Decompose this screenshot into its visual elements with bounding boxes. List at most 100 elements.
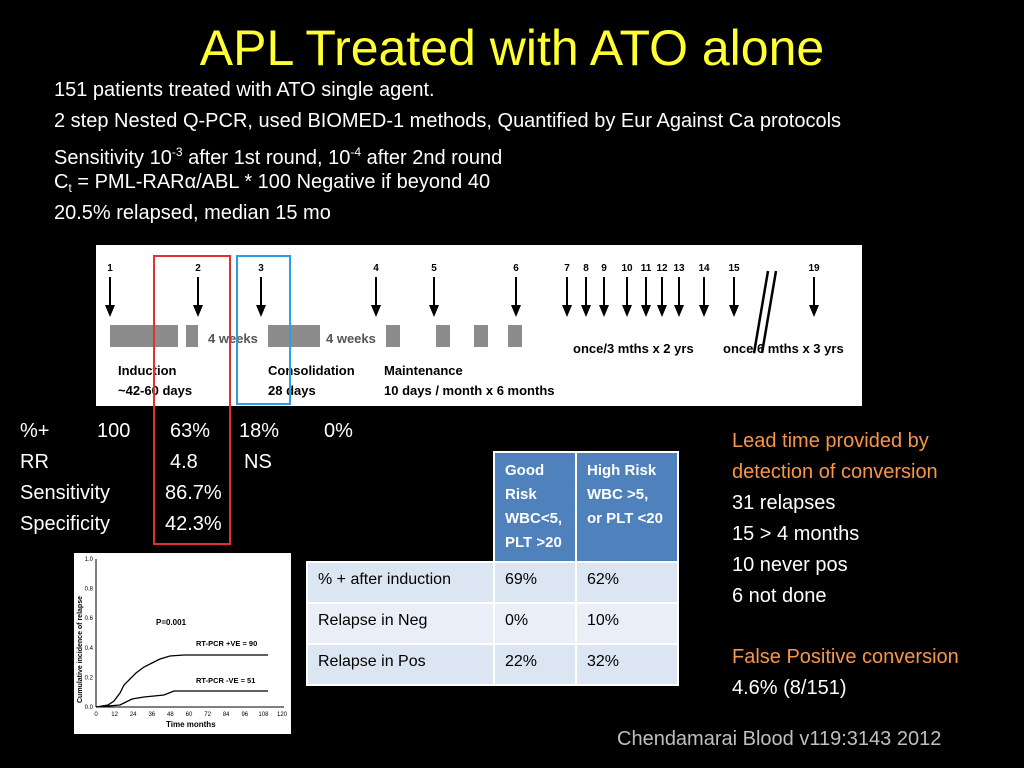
maint-bar-4 bbox=[508, 325, 522, 347]
phase-consolidation-days: 28 days bbox=[268, 383, 316, 398]
header-good-line: Risk bbox=[505, 486, 537, 503]
table-corner bbox=[306, 451, 495, 563]
stat-sensitivity-label: Sensitivity bbox=[20, 482, 111, 504]
timepoint-label: 12 bbox=[656, 263, 668, 274]
maint-bar-3 bbox=[474, 325, 488, 347]
ct-formula: = PML-RARα/ABL * 100 Negative if beyond … bbox=[71, 171, 491, 193]
relapses-count: 31 relapses bbox=[732, 492, 836, 514]
x-tick-label: 120 bbox=[277, 712, 288, 718]
row-high: 62% bbox=[575, 561, 679, 604]
arrow-head-icon bbox=[105, 305, 115, 317]
timepoint-label: 1 bbox=[107, 263, 113, 274]
x-axis-label: Time months bbox=[166, 720, 216, 729]
arrow-head-icon bbox=[674, 305, 684, 317]
timepoint-label: 14 bbox=[698, 263, 710, 274]
induction-bar bbox=[110, 325, 178, 347]
phase-maintenance-days: 10 days / month x 6 months bbox=[384, 383, 555, 398]
arrow-head-icon bbox=[699, 305, 709, 317]
arrow-head-icon bbox=[809, 305, 819, 317]
stat-specificity-value: 42.3% bbox=[165, 513, 222, 535]
header-good-line: Good bbox=[505, 462, 545, 479]
x-tick-label: 84 bbox=[223, 712, 230, 718]
arrow-head-icon bbox=[641, 305, 651, 317]
phase-maintenance-label: Maintenance bbox=[384, 363, 463, 378]
exponent-1: -3 bbox=[171, 145, 183, 159]
break-mark-1 bbox=[752, 270, 770, 354]
arrow-head-icon bbox=[562, 305, 572, 317]
highlight-box-blue bbox=[236, 255, 291, 405]
y-tick-label: 0.6 bbox=[85, 616, 94, 622]
citation: Chendamarai Blood v119:3143 2012 bbox=[617, 728, 942, 750]
arrow-head-icon bbox=[622, 305, 632, 317]
neg-curve bbox=[95, 690, 268, 708]
stat-pct-v4: 0% bbox=[324, 420, 353, 442]
row-good: 0% bbox=[493, 602, 577, 645]
p-value: P=0.001 bbox=[156, 618, 187, 627]
timepoint-label: 15 bbox=[728, 263, 740, 274]
arrow-head-icon bbox=[256, 305, 266, 317]
relapse-incidence-plot: 0.0 0.2 0.4 0.6 0.8 1.0 0 12 24 36 48 60 72 84 96 108 1… bbox=[74, 553, 291, 734]
table-row: % + after induction 69% 62% bbox=[306, 561, 679, 604]
header-good-line: WBC<5, bbox=[505, 510, 563, 527]
intro-line-5: 20.5% relapsed, median 15 mo bbox=[54, 202, 331, 224]
stat-sensitivity-value: 86.7% bbox=[165, 482, 222, 504]
maint-bar-2 bbox=[436, 325, 450, 347]
slide-title: APL Treated with ATO alone bbox=[199, 20, 825, 76]
table-row: Relapse in Pos 22% 32% bbox=[306, 643, 679, 686]
stat-rr-label: RR bbox=[20, 451, 49, 473]
sensitivity-text: Sensitivity 10 bbox=[54, 147, 172, 169]
timepoint-label: 9 bbox=[601, 263, 607, 274]
header-good-risk: Good Risk WBC<5, PLT >20 bbox=[493, 451, 577, 563]
maint-bar-1 bbox=[386, 325, 400, 347]
not-done: 6 not done bbox=[732, 585, 827, 607]
timepoint-label: 3 bbox=[258, 263, 264, 274]
arrow-head-icon bbox=[599, 305, 609, 317]
y-tick-label: 0.0 bbox=[85, 705, 94, 711]
header-good-line: PLT >20 bbox=[505, 534, 562, 551]
pos-curve-label: RT-PCR +VE = 90 bbox=[196, 639, 257, 648]
x-tick-label: 60 bbox=[186, 712, 193, 718]
sensitivity-text-3: after 2nd round bbox=[361, 147, 503, 169]
exponent-2: -4 bbox=[350, 145, 362, 159]
timepoint-label: 4 bbox=[373, 263, 379, 274]
stat-specificity-label: Specificity bbox=[20, 513, 111, 535]
header-high-line: or PLT <20 bbox=[587, 510, 663, 527]
y-axis-label: Cumulative incidence of relapse bbox=[77, 596, 84, 703]
ct-text: C bbox=[54, 171, 69, 193]
false-positive-title: False Positive conversion bbox=[732, 646, 959, 668]
arrow-head-icon bbox=[429, 305, 439, 317]
row-high: 10% bbox=[575, 602, 679, 645]
phase-induction-days: ~42-60 days bbox=[118, 383, 192, 398]
stat-rr-v1: 4.8 bbox=[170, 451, 198, 473]
row-good: 22% bbox=[493, 643, 577, 686]
header-high-line: WBC >5, bbox=[587, 486, 649, 503]
lead-time-line-1: Lead time provided by bbox=[732, 430, 929, 452]
intro-line-3: Sensitivity 10-3 after 1st round, 10-4 a… bbox=[54, 137, 502, 173]
stat-pct-label: %+ bbox=[20, 420, 50, 442]
timepoint-label: 8 bbox=[583, 263, 589, 274]
timepoint-label: 2 bbox=[195, 263, 201, 274]
x-tick-label: 12 bbox=[111, 712, 118, 718]
never-pos: 10 never pos bbox=[732, 554, 848, 576]
relapses-gt-4-months: 15 > 4 months bbox=[732, 523, 860, 545]
stat-pct-v3: 18% bbox=[239, 420, 280, 442]
y-tick-labels: 0.0 0.2 0.4 0.6 0.8 1.0 bbox=[85, 557, 94, 711]
row-label: % + after induction bbox=[306, 561, 495, 604]
stat-pct-v2: 63% bbox=[170, 420, 211, 442]
y-tick-label: 0.4 bbox=[85, 646, 94, 652]
timepoint-label: 10 bbox=[621, 263, 633, 274]
risk-table: Good Risk WBC<5, PLT >20 High Risk WBC >… bbox=[306, 451, 679, 686]
y-tick-label: 0.2 bbox=[85, 675, 94, 681]
stat-pct-v1: 100 bbox=[97, 420, 131, 442]
arrow-head-icon bbox=[657, 305, 667, 317]
ct-subscript: t bbox=[68, 181, 72, 195]
false-positive-value: 4.6% (8/151) bbox=[732, 677, 847, 699]
timepoint-label: 7 bbox=[564, 263, 570, 274]
neg-curve-label: RT-PCR -VE = 51 bbox=[196, 676, 255, 685]
pos-curve bbox=[95, 654, 268, 708]
bar-label-1: 4 weeks bbox=[208, 331, 258, 346]
row-high: 32% bbox=[575, 643, 679, 686]
y-tick-label: 1.0 bbox=[85, 557, 94, 563]
row-label: Relapse in Neg bbox=[306, 602, 495, 645]
break-mark-2 bbox=[760, 270, 778, 354]
